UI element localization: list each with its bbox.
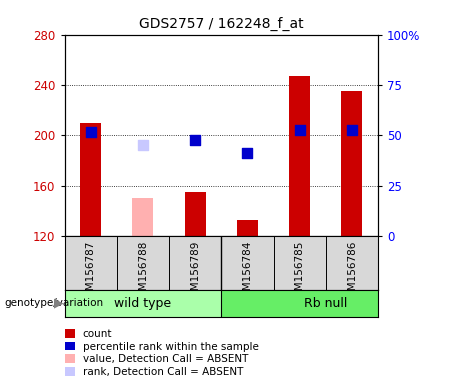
Text: wild type: wild type	[114, 297, 171, 310]
Title: GDS2757 / 162248_f_at: GDS2757 / 162248_f_at	[139, 17, 304, 31]
Bar	[237, 220, 258, 236]
Text: GSM156784: GSM156784	[242, 240, 253, 304]
Text: ▶: ▶	[54, 297, 63, 310]
Text: GSM156785: GSM156785	[295, 240, 305, 304]
Point	[296, 127, 303, 133]
Bar	[221, 290, 378, 317]
Point	[244, 150, 251, 156]
Point	[87, 129, 95, 135]
Point	[191, 137, 199, 144]
Point	[139, 142, 147, 149]
Bar	[65, 290, 221, 317]
Text: genotype/variation: genotype/variation	[5, 298, 104, 308]
Text: GSM156786: GSM156786	[347, 240, 357, 304]
Bar	[132, 199, 154, 236]
Text: GSM156789: GSM156789	[190, 240, 200, 304]
Text: GSM156787: GSM156787	[86, 240, 96, 304]
Bar	[80, 123, 101, 236]
Bar	[185, 192, 206, 236]
Text: GSM156788: GSM156788	[138, 240, 148, 304]
Bar	[289, 76, 310, 236]
Text: Rb null: Rb null	[304, 297, 348, 310]
Bar	[342, 91, 362, 236]
Point	[348, 127, 355, 133]
Legend: count, percentile rank within the sample, value, Detection Call = ABSENT, rank, : count, percentile rank within the sample…	[65, 329, 259, 377]
